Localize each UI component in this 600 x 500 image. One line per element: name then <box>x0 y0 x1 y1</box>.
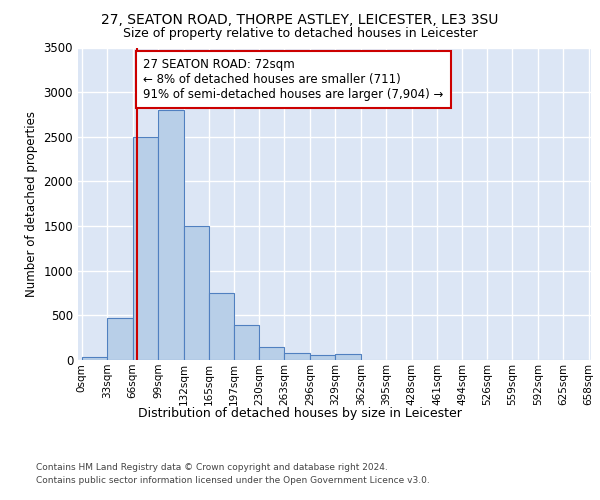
Text: Contains HM Land Registry data © Crown copyright and database right 2024.: Contains HM Land Registry data © Crown c… <box>36 462 388 471</box>
Bar <box>158 110 184 360</box>
Bar <box>209 293 235 360</box>
Text: Contains public sector information licensed under the Open Government Licence v3: Contains public sector information licen… <box>36 476 430 485</box>
Bar <box>184 226 209 360</box>
Bar <box>107 318 133 360</box>
Bar <box>335 354 361 360</box>
Bar <box>133 137 158 360</box>
Bar <box>259 347 284 360</box>
Y-axis label: Number of detached properties: Number of detached properties <box>25 111 38 296</box>
Bar <box>310 354 335 360</box>
Bar <box>284 354 310 360</box>
Text: 27 SEATON ROAD: 72sqm
← 8% of detached houses are smaller (711)
91% of semi-deta: 27 SEATON ROAD: 72sqm ← 8% of detached h… <box>143 58 444 101</box>
Bar <box>233 324 259 360</box>
Text: Size of property relative to detached houses in Leicester: Size of property relative to detached ho… <box>122 28 478 40</box>
Bar <box>82 358 107 360</box>
Text: 27, SEATON ROAD, THORPE ASTLEY, LEICESTER, LE3 3SU: 27, SEATON ROAD, THORPE ASTLEY, LEICESTE… <box>101 12 499 26</box>
Text: Distribution of detached houses by size in Leicester: Distribution of detached houses by size … <box>138 408 462 420</box>
